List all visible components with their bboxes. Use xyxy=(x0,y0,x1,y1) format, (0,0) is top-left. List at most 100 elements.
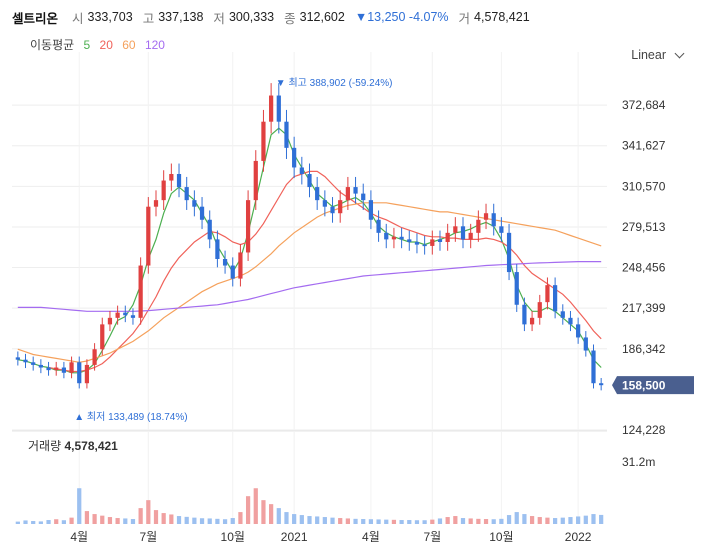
candle xyxy=(292,147,297,168)
volume-panel: 거래량 4,578,421 31.2m xyxy=(12,430,655,524)
volume-bar xyxy=(130,519,136,524)
volume-value: 4,578,421 xyxy=(474,10,530,24)
volume-bar xyxy=(84,511,90,524)
volume-bar xyxy=(176,516,182,524)
high-value: 337,138 xyxy=(158,10,204,24)
scale-dropdown[interactable]: Linear xyxy=(631,48,685,62)
volume-bar xyxy=(522,514,527,524)
candle xyxy=(468,232,473,240)
volume-bar xyxy=(299,515,304,524)
candle xyxy=(199,206,205,220)
volume-bar xyxy=(384,519,389,524)
volume-bar xyxy=(422,520,427,524)
volume-bar xyxy=(161,513,166,524)
ma-60-label: 60 xyxy=(122,38,136,52)
volume-bar xyxy=(399,520,404,524)
moving-average-label: 이동평균 xyxy=(30,38,75,52)
volume-bar xyxy=(276,508,281,524)
close-value: 312,602 xyxy=(299,10,345,24)
volume-bar xyxy=(568,517,573,524)
candle xyxy=(54,367,59,371)
candle xyxy=(576,324,581,338)
moving-average-legend[interactable]: 이동평균 5 20 60 120 xyxy=(30,36,171,53)
candle xyxy=(146,206,151,266)
candle xyxy=(31,362,36,365)
candle xyxy=(38,364,43,368)
volume-bar xyxy=(31,521,36,524)
volume-bar xyxy=(115,518,120,524)
candle xyxy=(391,236,397,240)
volume-bar xyxy=(552,518,558,524)
candle xyxy=(568,317,573,325)
volume-bar xyxy=(537,517,542,524)
candle xyxy=(84,364,90,384)
volume-bar xyxy=(491,519,496,524)
candle xyxy=(100,324,105,350)
candle xyxy=(184,187,189,201)
volume-bar xyxy=(583,515,588,524)
x-tick-label: 2021 xyxy=(281,530,308,544)
candle xyxy=(307,173,312,188)
volume-bar xyxy=(506,515,512,524)
x-tick-label: 10월 xyxy=(221,530,245,544)
y-tick-label: 341,627 xyxy=(622,139,666,153)
volume-bar xyxy=(353,518,358,524)
candle xyxy=(322,200,327,207)
volume-bar xyxy=(560,517,565,524)
volume-bar xyxy=(599,514,604,524)
candle xyxy=(107,317,113,325)
candle xyxy=(361,193,366,201)
candle xyxy=(583,337,588,351)
y-tick-label: 279,513 xyxy=(622,220,666,234)
volume-bar xyxy=(376,519,381,524)
candle xyxy=(376,219,381,233)
volume-bar xyxy=(61,520,67,524)
volume-title-value: 4,578,421 xyxy=(64,439,118,453)
candle xyxy=(253,160,258,201)
candle xyxy=(299,167,304,174)
y-tick-label: 186,342 xyxy=(622,342,666,356)
volume-bar xyxy=(483,519,489,524)
candle xyxy=(460,226,466,240)
volume-bar xyxy=(69,517,74,524)
volume-bar xyxy=(591,514,596,524)
candle xyxy=(529,317,535,325)
last-price-badge: 158,500 xyxy=(612,376,694,395)
candle xyxy=(215,239,220,259)
candle xyxy=(245,200,251,253)
candle xyxy=(138,265,143,318)
volume-title: 거래량 4,578,421 xyxy=(28,439,118,453)
volume-bar xyxy=(38,521,43,524)
volume-tick-label: 31.2m xyxy=(622,455,655,469)
volume-bar xyxy=(514,512,519,524)
volume-bar xyxy=(269,504,274,524)
ma-5-label: 5 xyxy=(83,38,91,52)
volume-bar xyxy=(153,510,159,524)
last-price-badge-bg xyxy=(612,376,694,395)
candle xyxy=(414,241,420,245)
last-price-label: 158,500 xyxy=(622,379,666,393)
open-label: 시 xyxy=(72,11,84,26)
candle xyxy=(153,200,159,207)
candle xyxy=(222,258,228,266)
candle xyxy=(445,232,450,242)
volume-bar xyxy=(338,518,343,524)
candle xyxy=(176,173,182,188)
candle xyxy=(345,187,350,201)
volume-label: 거 xyxy=(458,11,471,26)
volume-bar xyxy=(245,496,251,524)
volume-bar xyxy=(391,519,397,524)
candle xyxy=(499,226,504,233)
volume-bar xyxy=(330,517,335,524)
volume-bar xyxy=(207,518,212,524)
change-value: ▼13,250 -4.07% xyxy=(354,10,449,24)
candle xyxy=(330,206,335,214)
volume-bar xyxy=(453,516,458,524)
candle xyxy=(77,362,82,384)
candles xyxy=(15,83,604,391)
candle xyxy=(491,213,496,227)
x-tick-label: 7월 xyxy=(139,530,157,544)
candle xyxy=(430,239,435,246)
volume-bar xyxy=(292,514,297,524)
